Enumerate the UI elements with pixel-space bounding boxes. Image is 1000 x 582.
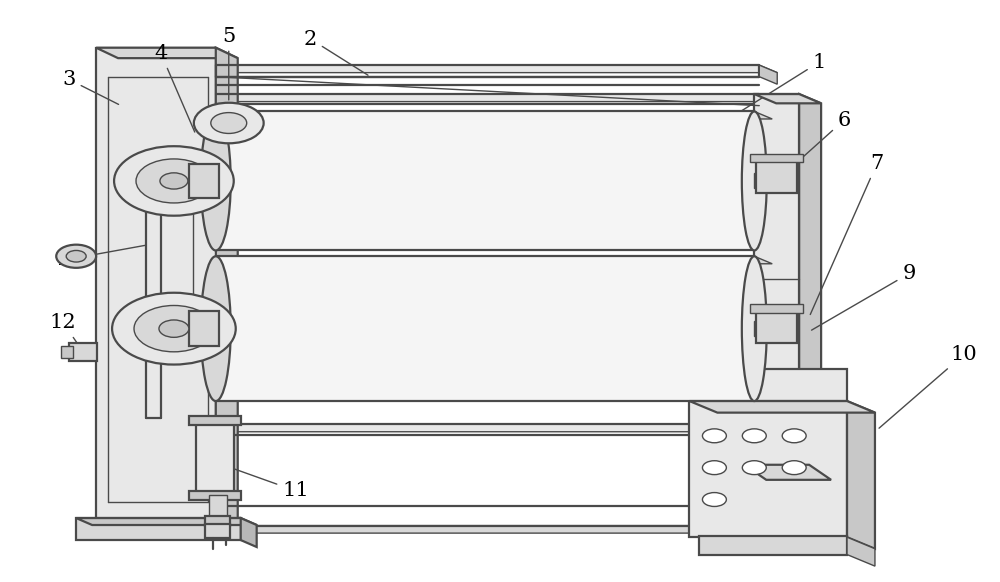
Bar	[216, 111, 754, 250]
Circle shape	[66, 250, 86, 262]
Bar	[699, 536, 847, 555]
Bar	[176, 306, 216, 353]
Polygon shape	[759, 506, 777, 533]
Bar	[209, 495, 227, 517]
Circle shape	[742, 461, 766, 474]
Text: 11: 11	[233, 469, 309, 501]
Polygon shape	[216, 526, 777, 533]
Text: 7: 7	[810, 154, 884, 314]
Circle shape	[211, 112, 247, 133]
Ellipse shape	[742, 256, 767, 401]
Text: 1: 1	[632, 53, 826, 179]
Circle shape	[56, 244, 96, 268]
Polygon shape	[76, 518, 257, 525]
Polygon shape	[689, 369, 847, 401]
Text: 9: 9	[812, 264, 916, 330]
Bar	[193, 198, 215, 311]
Bar	[189, 491, 241, 499]
Ellipse shape	[201, 111, 231, 250]
Circle shape	[134, 306, 214, 352]
Bar	[61, 346, 73, 357]
Polygon shape	[847, 401, 875, 549]
Polygon shape	[689, 401, 875, 413]
Polygon shape	[216, 48, 238, 536]
Polygon shape	[96, 48, 238, 58]
Polygon shape	[847, 537, 875, 566]
Polygon shape	[216, 256, 772, 264]
Bar	[756, 308, 797, 343]
Ellipse shape	[742, 111, 767, 250]
Text: 5: 5	[222, 27, 235, 100]
Bar	[189, 311, 219, 346]
Bar	[176, 158, 216, 205]
Bar	[754, 321, 779, 336]
Polygon shape	[759, 65, 777, 84]
Circle shape	[114, 146, 234, 216]
Polygon shape	[754, 94, 821, 104]
Bar	[196, 423, 234, 495]
Bar	[689, 401, 847, 537]
Circle shape	[194, 103, 264, 143]
Text: 10: 10	[879, 345, 977, 428]
Text: 3: 3	[63, 70, 119, 104]
Bar	[750, 154, 803, 162]
Text: 18: 18	[482, 331, 523, 382]
Bar	[69, 343, 97, 360]
Polygon shape	[241, 518, 257, 547]
Bar	[205, 524, 230, 538]
Polygon shape	[76, 518, 241, 540]
Polygon shape	[96, 48, 216, 526]
Polygon shape	[216, 111, 772, 119]
Polygon shape	[759, 424, 777, 442]
Text: 6: 6	[791, 111, 851, 168]
Bar	[754, 173, 779, 189]
Circle shape	[160, 173, 188, 189]
Circle shape	[159, 320, 189, 338]
Circle shape	[782, 429, 806, 443]
Polygon shape	[799, 94, 821, 474]
Polygon shape	[759, 94, 777, 111]
Circle shape	[112, 293, 236, 364]
Text: 13: 13	[56, 245, 146, 269]
Bar	[750, 304, 803, 313]
Bar	[178, 172, 216, 190]
Text: 4: 4	[154, 44, 195, 132]
Bar	[754, 94, 799, 465]
Circle shape	[702, 429, 726, 443]
Polygon shape	[216, 424, 777, 432]
Ellipse shape	[201, 256, 231, 401]
Polygon shape	[744, 465, 831, 480]
Circle shape	[702, 461, 726, 474]
Bar	[216, 256, 754, 401]
Polygon shape	[216, 65, 777, 73]
Circle shape	[742, 429, 766, 443]
Bar	[756, 158, 797, 193]
Text: 2: 2	[304, 30, 368, 75]
Polygon shape	[216, 94, 777, 102]
Bar	[205, 516, 230, 526]
Bar	[189, 164, 219, 198]
Bar	[178, 320, 216, 338]
Circle shape	[702, 492, 726, 506]
Circle shape	[136, 159, 212, 203]
Text: 12: 12	[50, 313, 82, 350]
Bar	[189, 416, 241, 425]
Circle shape	[782, 461, 806, 474]
